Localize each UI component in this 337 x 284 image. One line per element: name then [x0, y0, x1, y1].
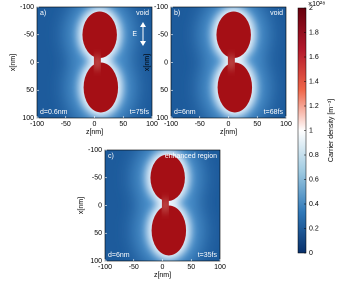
time-label: t=75fs	[130, 109, 150, 116]
heatmap	[171, 7, 286, 118]
x-tick-label: 0	[161, 264, 165, 271]
lobe	[83, 62, 119, 113]
gap	[163, 198, 168, 213]
y-tick-label: -50	[158, 32, 168, 39]
x-axis-label: z[nm]	[154, 272, 171, 279]
y-tick-label: -100	[20, 4, 34, 11]
arrow-head	[140, 22, 146, 46]
colorbar-tick-label: 1	[309, 127, 313, 134]
y-tick-label: 100	[156, 115, 168, 122]
x-tick-label: -50	[61, 121, 71, 128]
y-tick-label: 50	[94, 230, 102, 237]
x-tick-label: 50	[187, 264, 195, 271]
field-label: E	[132, 31, 137, 38]
y-tick-label: 100	[90, 258, 102, 265]
colorbar-tick-label: 0.6	[309, 176, 319, 183]
time-label: t=68fs	[264, 109, 284, 116]
heatmap	[105, 150, 220, 261]
y-tick-label: 0	[164, 59, 168, 66]
y-axis-label: x[nm]	[10, 54, 17, 71]
hot-region	[150, 154, 187, 256]
x-axis-label: z[nm]	[86, 129, 103, 136]
panel-label: c)	[108, 153, 114, 160]
y-axis-label: x[nm]	[78, 197, 85, 214]
colorbar-tick-label: 0.8	[309, 152, 319, 159]
colorbar-tick-label: 2	[309, 5, 313, 12]
annotation: enhanced region	[165, 153, 217, 160]
heatmap	[37, 7, 152, 118]
time-label: t=35fs	[198, 252, 218, 259]
x-tick-label: -100	[98, 264, 112, 271]
y-tick-label: 50	[26, 87, 34, 94]
x-axis-label: z[nm]	[220, 129, 237, 136]
x-tick-label: -50	[129, 264, 139, 271]
x-tick-label: 100	[214, 264, 226, 271]
lobe	[217, 62, 253, 113]
lobe	[150, 154, 185, 202]
y-tick-label: 0	[98, 202, 102, 209]
lobe	[216, 11, 251, 59]
annotation: void	[136, 10, 149, 17]
y-tick-label: -50	[24, 32, 34, 39]
x-tick-label: 0	[93, 121, 97, 128]
y-tick-label: 100	[22, 115, 34, 122]
gap-label: d=6nm	[174, 109, 196, 116]
y-tick-label: 0	[30, 59, 34, 66]
colorbar-tick-label: 1.8	[309, 29, 319, 36]
gap-label: d=6nm	[108, 252, 130, 259]
panel-label: b)	[174, 10, 180, 17]
colorbar-tick-label: 1.6	[309, 54, 319, 61]
x-tick-label: 0	[227, 121, 231, 128]
gap-label: d=0.6nm	[40, 109, 68, 116]
x-tick-label: 100	[146, 121, 158, 128]
gap	[95, 55, 100, 70]
colorbar-tick-label: 0.4	[309, 201, 319, 208]
y-tick-label: -100	[154, 4, 168, 11]
colorbar-label: Carrier density [m⁻³]	[328, 99, 335, 162]
x-tick-label: 100	[280, 121, 292, 128]
x-tick-label: -100	[164, 121, 178, 128]
colorbar-tick-label: 1.2	[309, 103, 319, 110]
y-tick-label: -100	[88, 147, 102, 154]
gap	[229, 55, 234, 70]
y-axis-label: x[nm]	[144, 54, 151, 71]
x-tick-label: 50	[253, 121, 261, 128]
y-tick-label: 50	[160, 87, 168, 94]
x-tick-label: 50	[119, 121, 127, 128]
x-tick-label: -100	[30, 121, 44, 128]
colorbar-tick-label: 0	[309, 250, 313, 257]
x-tick-label: -50	[195, 121, 205, 128]
colorbar-multiplier: ×10²⁸	[308, 1, 325, 8]
annotation: void	[270, 10, 283, 17]
colorbar-tick-label: 0.2	[309, 225, 319, 232]
lobe	[151, 205, 187, 256]
panel-label: a)	[40, 10, 46, 17]
lobe	[82, 11, 117, 59]
colorbar-tick-label: 1.4	[309, 78, 319, 85]
y-tick-label: -50	[92, 175, 102, 182]
